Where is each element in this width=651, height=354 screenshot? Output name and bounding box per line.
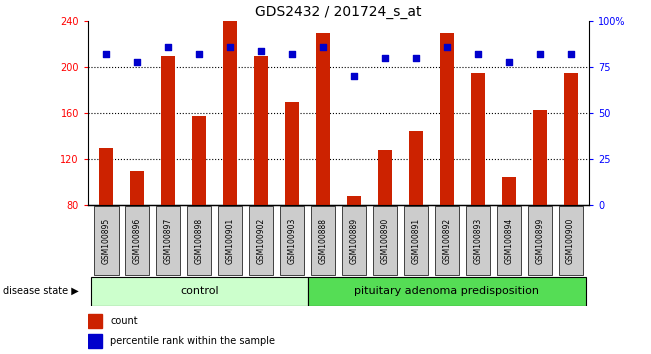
Bar [161, 56, 175, 205]
Point [565, 52, 575, 57]
Text: pituitary adenoma predisposition: pituitary adenoma predisposition [354, 286, 539, 296]
Text: GSM100891: GSM100891 [411, 218, 421, 264]
Text: GSM100897: GSM100897 [164, 218, 173, 264]
Bar [316, 33, 330, 205]
Title: GDS2432 / 201724_s_at: GDS2432 / 201724_s_at [255, 5, 422, 19]
Point [503, 59, 514, 64]
Point [102, 52, 112, 57]
Bar [409, 131, 423, 205]
Text: GSM100894: GSM100894 [505, 218, 513, 264]
Bar [471, 73, 485, 205]
Text: count: count [111, 316, 138, 326]
FancyBboxPatch shape [218, 206, 242, 275]
FancyBboxPatch shape [559, 206, 583, 275]
Bar [192, 115, 206, 205]
FancyBboxPatch shape [342, 206, 366, 275]
Text: GSM100898: GSM100898 [195, 218, 204, 264]
Bar [378, 150, 392, 205]
FancyBboxPatch shape [126, 206, 150, 275]
Point [411, 55, 421, 61]
Text: GSM100901: GSM100901 [226, 218, 235, 264]
Point [256, 48, 266, 53]
Bar [502, 177, 516, 205]
Point [380, 55, 390, 61]
Point [441, 44, 452, 50]
FancyBboxPatch shape [91, 277, 307, 306]
Point [287, 52, 298, 57]
FancyBboxPatch shape [465, 206, 490, 275]
Bar [223, 21, 237, 205]
Text: GSM100893: GSM100893 [473, 218, 482, 264]
Point [132, 59, 143, 64]
Point [163, 44, 174, 50]
Text: GSM100889: GSM100889 [350, 218, 359, 264]
Text: GSM100903: GSM100903 [288, 217, 297, 264]
Bar [130, 171, 145, 205]
Point [225, 44, 236, 50]
Bar [533, 110, 547, 205]
Text: GSM100902: GSM100902 [256, 218, 266, 264]
Text: control: control [180, 286, 219, 296]
Point [318, 44, 328, 50]
Point [534, 52, 545, 57]
Text: GSM100890: GSM100890 [380, 218, 389, 264]
FancyBboxPatch shape [527, 206, 551, 275]
FancyBboxPatch shape [280, 206, 304, 275]
Bar [564, 73, 577, 205]
FancyBboxPatch shape [187, 206, 212, 275]
Text: GSM100892: GSM100892 [442, 218, 451, 264]
FancyBboxPatch shape [307, 277, 586, 306]
FancyBboxPatch shape [311, 206, 335, 275]
Bar [440, 33, 454, 205]
Text: disease state ▶: disease state ▶ [3, 286, 79, 296]
Bar [88, 334, 102, 348]
FancyBboxPatch shape [435, 206, 459, 275]
Text: GSM100899: GSM100899 [535, 218, 544, 264]
Text: GSM100895: GSM100895 [102, 218, 111, 264]
FancyBboxPatch shape [373, 206, 397, 275]
Bar [100, 148, 113, 205]
Bar [347, 196, 361, 205]
Bar [285, 102, 299, 205]
Text: GSM100900: GSM100900 [566, 217, 575, 264]
Point [473, 52, 483, 57]
FancyBboxPatch shape [497, 206, 521, 275]
Point [349, 74, 359, 79]
Bar [254, 56, 268, 205]
Text: GSM100896: GSM100896 [133, 218, 142, 264]
Point [194, 52, 204, 57]
FancyBboxPatch shape [94, 206, 118, 275]
FancyBboxPatch shape [156, 206, 180, 275]
FancyBboxPatch shape [404, 206, 428, 275]
Text: GSM100888: GSM100888 [318, 218, 327, 264]
FancyBboxPatch shape [249, 206, 273, 275]
Text: percentile rank within the sample: percentile rank within the sample [111, 336, 275, 346]
Bar [88, 314, 102, 328]
